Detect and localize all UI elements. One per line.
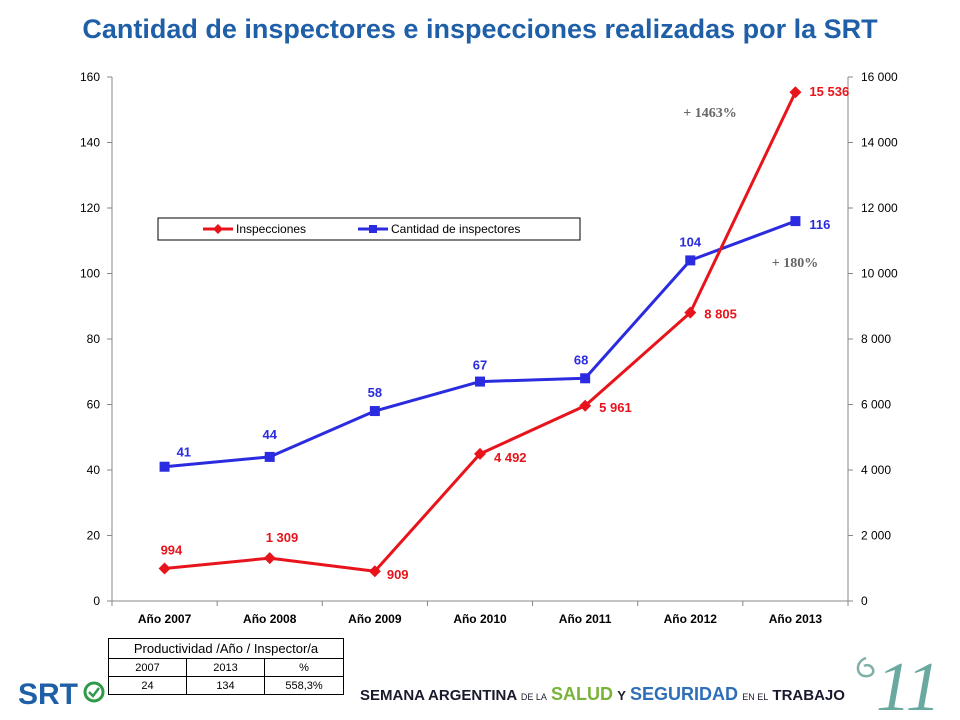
point-inspecciones [263, 552, 276, 565]
y-right-tick-label: 2 000 [861, 529, 891, 543]
y-left-tick-label: 20 [87, 529, 101, 543]
svg-text:SEMANA ARGENTINA DE LA: SEMANA ARGENTINA DE LA SALUD Y SEGURIDAD… [360, 684, 845, 704]
y-left-tick-label: 60 [87, 398, 101, 412]
point-inspectores [580, 373, 591, 384]
edition-logo-swirl [856, 656, 875, 678]
y-right-tick-label: 16 000 [861, 70, 898, 84]
y-left-tick-label: 100 [80, 267, 100, 281]
data-label-inspecciones: 8 805 [704, 307, 737, 322]
legend-marker-inspecciones [213, 224, 223, 234]
legend-label-inspecciones: Inspecciones [236, 222, 306, 236]
srt-logo-text: SRT [18, 678, 78, 710]
data-label-inspectores: 58 [368, 385, 382, 400]
series-line-inspecciones [164, 91, 797, 573]
data-label-inspectores: 116 [809, 217, 830, 232]
y-right-tick-label: 6 000 [861, 398, 891, 412]
annotation-inspectores-growth: + 180% [772, 256, 818, 271]
point-inspectores [159, 461, 170, 472]
data-label-inspectores: 44 [262, 427, 277, 442]
point-inspectores [369, 406, 380, 417]
banner-part-7: TRABAJO [772, 687, 845, 704]
productivity-value-pct: 558,3% [264, 676, 344, 695]
banner-part-5: SEGURIDAD [630, 684, 738, 704]
srt-logo-mark [83, 681, 105, 703]
chart-series: 41 44 58 67 68 104 116 994 1 309 909 4 492 5 961 8 8… [158, 84, 849, 582]
x-tick-label: Año 2012 [664, 612, 718, 626]
productivity-table: Productividad /Año / Inspector/a 2007 20… [108, 638, 344, 695]
data-label-inspecciones: 15 536 [809, 84, 849, 99]
data-label-inspectores: 67 [473, 358, 487, 373]
data-label-inspecciones: 994 [161, 542, 183, 557]
banner-part-6: EN EL [742, 692, 768, 702]
productivity-header-pct: % [264, 658, 344, 677]
event-banner: SEMANA ARGENTINA DE LA SALUD Y SEGURIDAD… [360, 684, 845, 704]
productivity-header-2013: 2013 [186, 658, 265, 677]
productivity-caption: Productividad /Año / Inspector/a [108, 638, 344, 659]
point-inspectores [790, 216, 801, 227]
y-left-tick-label: 80 [87, 332, 101, 346]
edition-number: 11 [876, 649, 941, 720]
y-left-tick-label: 0 [93, 594, 100, 608]
point-inspectores [264, 451, 275, 462]
point-inspecciones [474, 447, 486, 460]
y-right-tick-label: 4 000 [861, 463, 891, 477]
legend-marker-inspectores [369, 225, 377, 233]
chart-axes: 0 20 40 60 80 100 120 140 160 0 2 000 4 000 6 000 8 0… [80, 70, 898, 626]
data-label-inspectores: 41 [177, 445, 191, 460]
y-right-tick-label: 0 [861, 594, 868, 608]
y-right-tick-label: 10 000 [861, 267, 898, 281]
point-inspecciones [579, 399, 592, 412]
annotation-inspecciones-growth: + 1463% [683, 106, 736, 121]
point-inspectores [685, 255, 696, 266]
banner-part-4: Y [617, 688, 626, 703]
y-left-tick-label: 160 [80, 70, 100, 84]
page-title: Cantidad de inspectores e inspecciones r… [82, 14, 878, 44]
chart-legend: Inspecciones Cantidad de inspectores [157, 217, 581, 241]
x-tick-label: Año 2010 [453, 612, 507, 626]
x-tick-label: Año 2008 [243, 612, 297, 626]
point-inspecciones [789, 86, 802, 99]
x-tick-label: Año 2011 [559, 612, 612, 626]
point-inspecciones [368, 565, 381, 578]
productivity-value-2007: 24 [108, 676, 187, 695]
banner-part-2: DE LA [521, 692, 547, 702]
series-line-inspectores [164, 219, 796, 469]
srt-logo: SRT [18, 678, 105, 710]
y-right-tick-label: 8 000 [861, 332, 891, 346]
edition-logo: 11 [856, 649, 941, 720]
productivity-value-2013: 134 [186, 676, 265, 695]
srt-logo-mark-tick [88, 687, 100, 698]
point-inspectores [475, 376, 485, 387]
data-label-inspectores: 104 [679, 234, 701, 249]
y-right-tick-label: 14 000 [861, 136, 898, 150]
point-inspecciones [684, 306, 697, 319]
x-tick-label: Año 2007 [138, 612, 192, 626]
data-label-inspecciones: 5 961 [599, 400, 632, 415]
banner-part-3: SALUD [551, 684, 613, 704]
x-tick-label: Año 2009 [348, 612, 402, 626]
legend-label-inspectores: Cantidad de inspectores [391, 222, 520, 236]
chart: 0 20 40 60 80 100 120 140 160 0 2 000 4 000 6 000 8 0… [80, 70, 898, 626]
x-tick-label: Año 2013 [769, 612, 823, 626]
data-label-inspectores: 68 [574, 352, 588, 367]
banner-part-1: SEMANA ARGENTINA [360, 687, 517, 704]
data-label-inspecciones: 4 492 [494, 450, 527, 465]
point-inspecciones [158, 562, 171, 575]
y-left-tick-label: 40 [87, 463, 101, 477]
y-left-tick-label: 140 [80, 136, 100, 150]
productivity-header-2007: 2007 [108, 658, 187, 677]
y-right-tick-label: 12 000 [861, 201, 898, 215]
data-label-inspecciones: 1 309 [266, 530, 299, 545]
y-left-tick-label: 120 [80, 201, 100, 215]
data-label-inspecciones: 909 [387, 567, 409, 582]
